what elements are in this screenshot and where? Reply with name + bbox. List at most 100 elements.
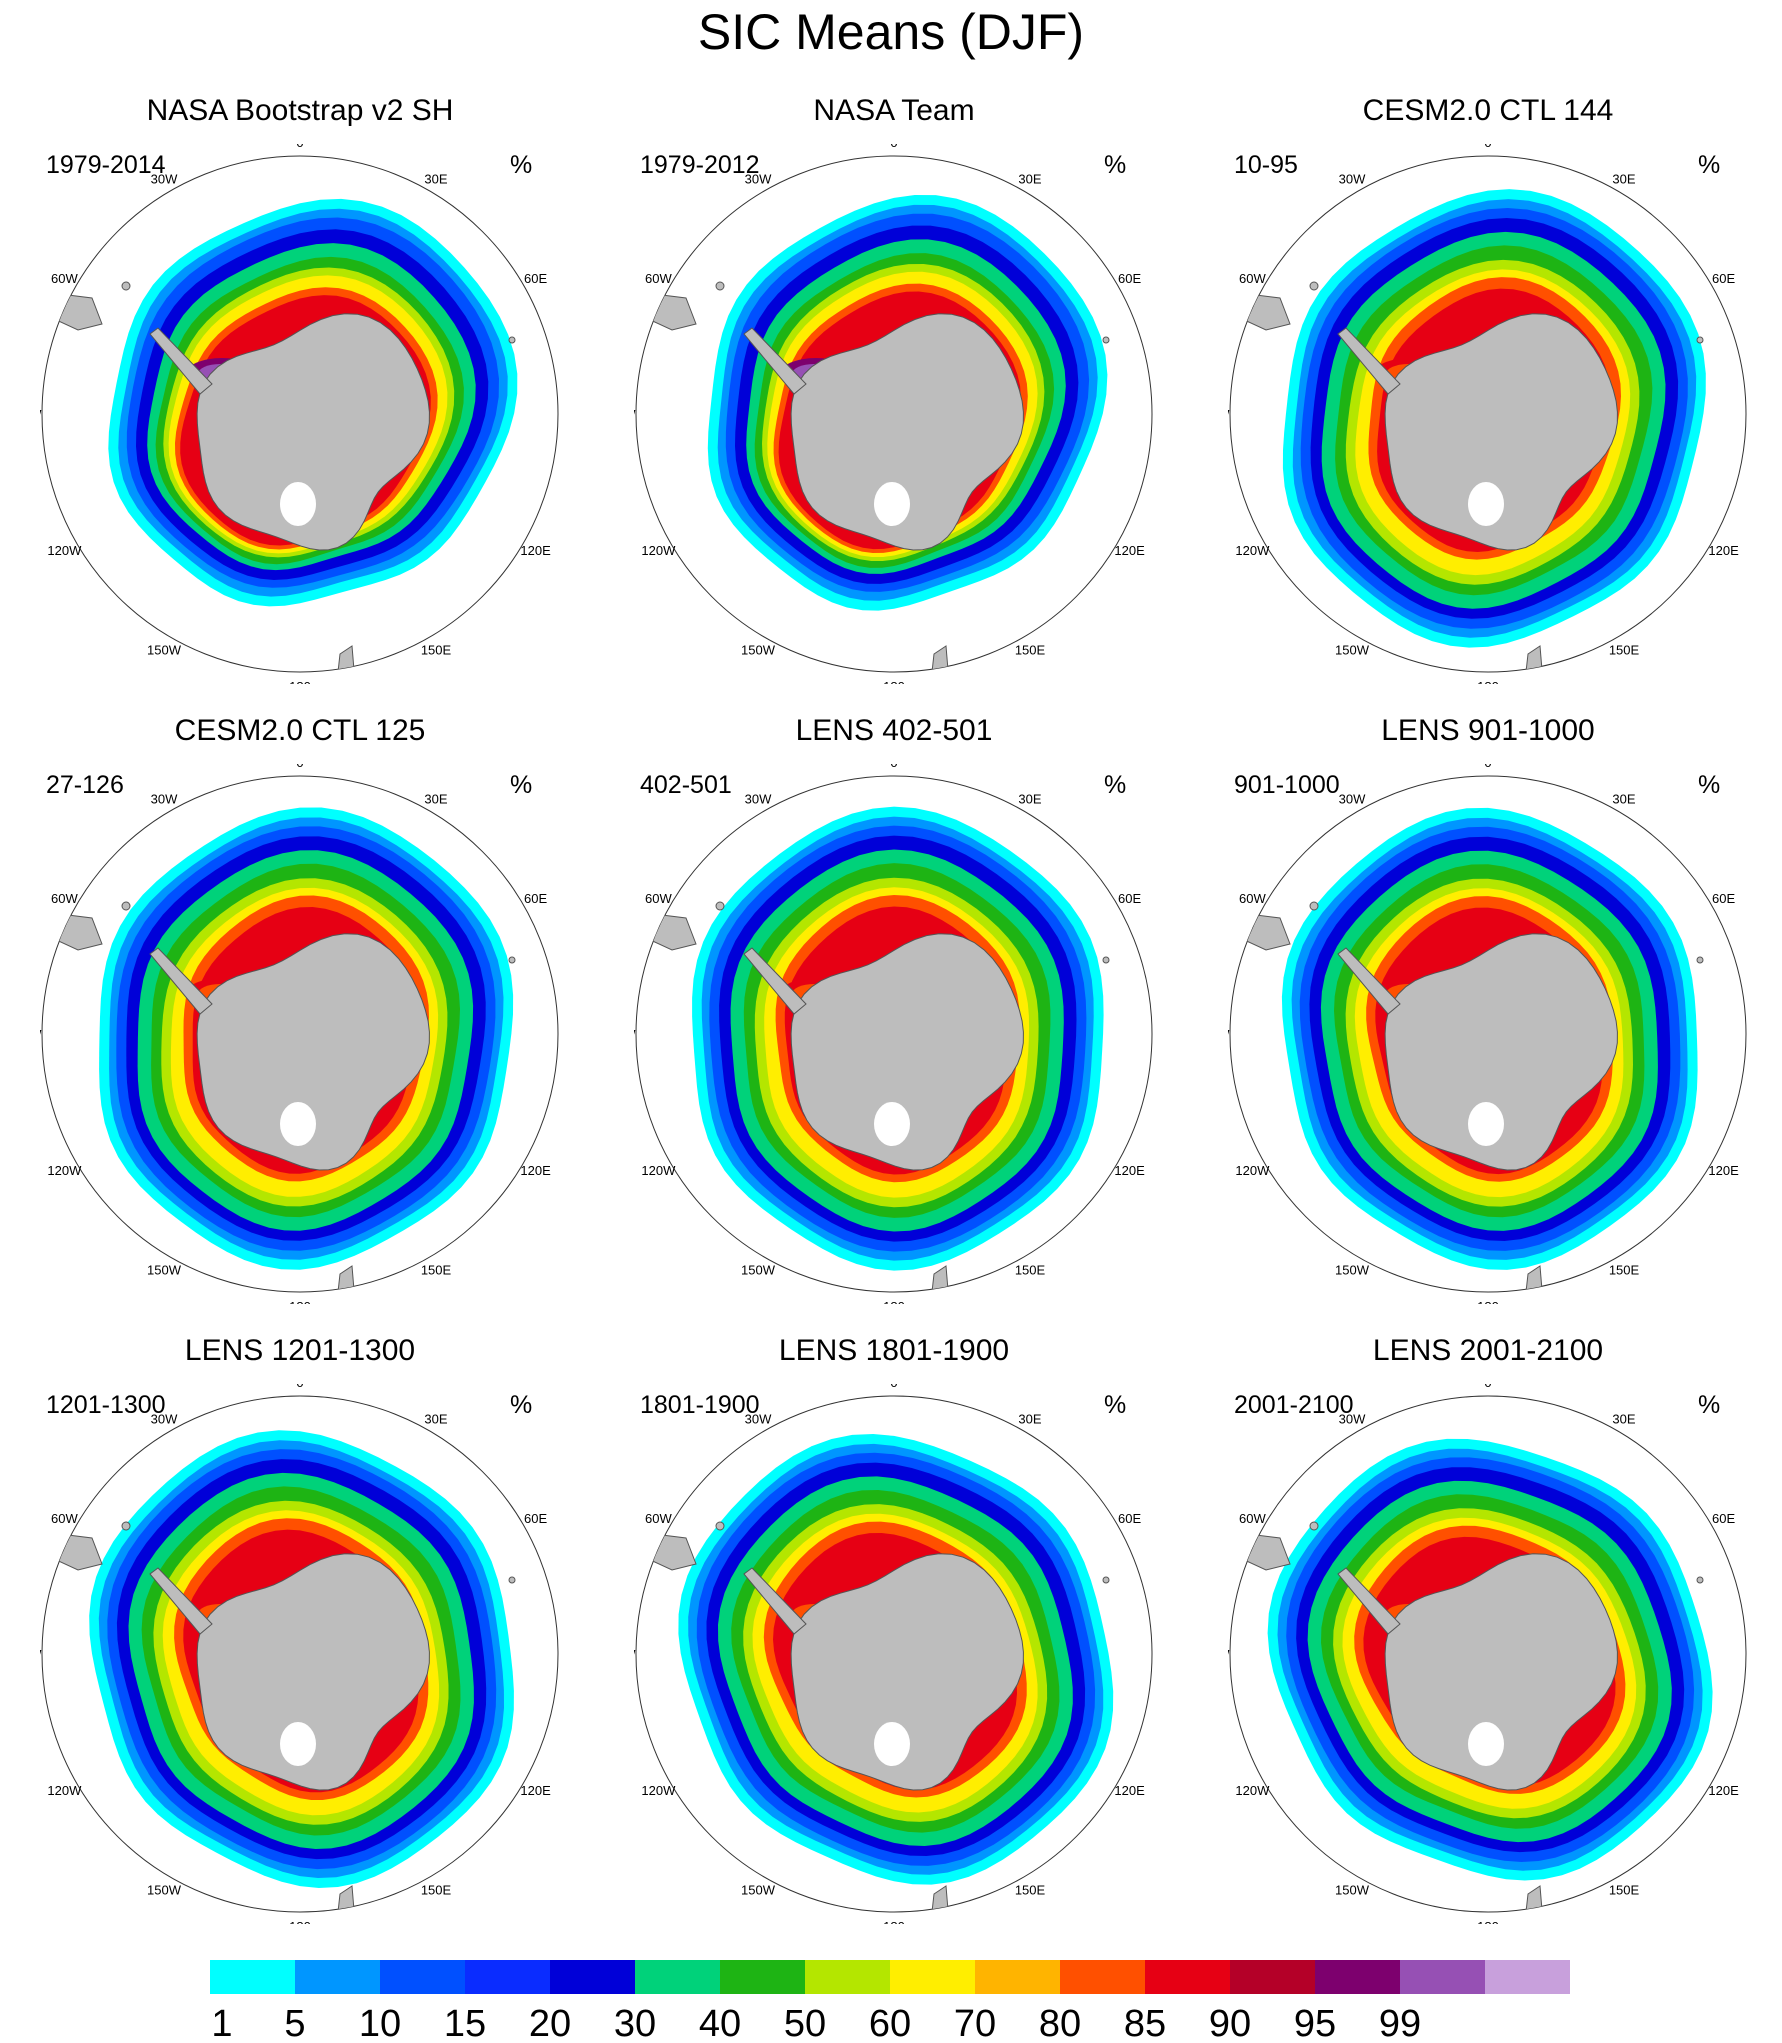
ross-ice-shelf bbox=[280, 1722, 316, 1766]
polar-stereographic-map: 030E60E90E120E150E180150W120W90W60W30W bbox=[40, 144, 559, 684]
ross-ice-shelf bbox=[280, 1102, 316, 1146]
longitude-label: 150W bbox=[741, 1263, 776, 1278]
panel-period: 1201-1300 bbox=[46, 1391, 166, 1419]
colorbar-tick-label: 5 bbox=[284, 2003, 305, 2040]
longitude-label: 0 bbox=[890, 1384, 897, 1390]
panel-title: CESM2.0 CTL 144 bbox=[1362, 94, 1614, 127]
longitude-label: 90W bbox=[1228, 1647, 1230, 1662]
longitude-label: 30W bbox=[151, 1411, 178, 1426]
island bbox=[508, 956, 516, 964]
longitude-label: 0 bbox=[1484, 144, 1491, 150]
polar-stereographic-map: 030E60E90E120E150E180150W120W90W60W30W bbox=[40, 764, 559, 1304]
colorbar-tick-label: 99 bbox=[1379, 2003, 1421, 2040]
panel-period: 1801-1900 bbox=[640, 1391, 760, 1419]
panel-title: NASA Bootstrap v2 SH bbox=[146, 94, 454, 127]
colorbar-swatch bbox=[1315, 1960, 1400, 1994]
longitude-label: 150W bbox=[741, 643, 776, 658]
sea-ice-field bbox=[1239, 807, 1704, 1292]
longitude-label: 90W bbox=[40, 1027, 42, 1042]
colorbar-swatch bbox=[1060, 1960, 1145, 1994]
ross-ice-shelf bbox=[1468, 1102, 1504, 1146]
sea-ice-field bbox=[645, 195, 1110, 672]
colorbar-swatch bbox=[1145, 1960, 1230, 1994]
panel-title: LENS 2001-2100 bbox=[1372, 1334, 1604, 1367]
colorbar-tick-label: 1 bbox=[211, 2003, 232, 2040]
longitude-label: 30W bbox=[1339, 171, 1366, 186]
island bbox=[508, 1576, 516, 1584]
longitude-label: 90W bbox=[40, 1647, 42, 1662]
longitude-label: 60E bbox=[524, 271, 547, 286]
longitude-label: 120E bbox=[1708, 1163, 1739, 1178]
longitude-label: 180 bbox=[883, 1299, 905, 1304]
colorbar-swatch bbox=[380, 1960, 465, 1994]
colorbar-swatch bbox=[720, 1960, 805, 1994]
map-panel: CESM2.0 CTL 12527-126%030E60E90E120E150E… bbox=[0, 620, 594, 1304]
longitude-label: 60E bbox=[1712, 271, 1735, 286]
longitude-label: 120E bbox=[1114, 1163, 1145, 1178]
island bbox=[715, 281, 725, 291]
longitude-label: 150W bbox=[741, 1883, 776, 1898]
longitude-label: 0 bbox=[890, 764, 897, 770]
longitude-label: 60E bbox=[1118, 891, 1141, 906]
sea-ice-field bbox=[645, 1434, 1114, 1912]
longitude-label: 30W bbox=[151, 171, 178, 186]
map-panel: NASA Bootstrap v2 SH1979-2014%030E60E90E… bbox=[0, 0, 594, 684]
island bbox=[1696, 1576, 1704, 1584]
antarctic-peninsula bbox=[149, 327, 213, 395]
colorbar-swatch bbox=[550, 1960, 635, 1994]
panel-title: LENS 402-501 bbox=[795, 714, 993, 747]
longitude-label: 30E bbox=[1612, 171, 1635, 186]
ross-ice-shelf bbox=[1468, 1722, 1504, 1766]
sea-ice-field bbox=[51, 198, 518, 672]
panel-title: LENS 901-1000 bbox=[1381, 714, 1595, 747]
longitude-label: 30W bbox=[151, 791, 178, 806]
colorbar-swatch bbox=[1230, 1960, 1315, 1994]
panel-title: NASA Team bbox=[813, 94, 975, 127]
panel-period: 1979-2012 bbox=[640, 151, 760, 179]
polar-stereographic-map: 030E60E90E120E150E180150W120W90W60W30W bbox=[1228, 144, 1747, 684]
colorbar-tick-label: 90 bbox=[1209, 2003, 1251, 2040]
antarctic-peninsula bbox=[1337, 1567, 1401, 1635]
longitude-label: 180 bbox=[883, 679, 905, 684]
longitude-label: 30E bbox=[1018, 1411, 1041, 1426]
longitude-label: 120E bbox=[520, 1783, 551, 1798]
colorbar-tick-label: 40 bbox=[699, 2003, 741, 2040]
antarctic-peninsula bbox=[149, 947, 213, 1015]
longitude-label: 30E bbox=[1612, 1411, 1635, 1426]
colorbar-swatch bbox=[1400, 1960, 1485, 1994]
longitude-label: 120E bbox=[520, 1163, 551, 1178]
polar-stereographic-map: 030E60E90E120E150E180150W120W90W60W30W bbox=[634, 1384, 1153, 1924]
panel-unit: % bbox=[510, 771, 533, 799]
sea-ice-field bbox=[51, 1430, 516, 1912]
longitude-label: 150E bbox=[421, 1263, 452, 1278]
panel-period: 2001-2100 bbox=[1234, 1391, 1354, 1419]
longitude-label: 60E bbox=[1712, 891, 1735, 906]
longitude-label: 150W bbox=[147, 1883, 182, 1898]
island bbox=[715, 1521, 725, 1531]
longitude-label: 150E bbox=[1609, 643, 1640, 658]
longitude-label: 60W bbox=[1239, 1511, 1266, 1526]
longitude-label: 30E bbox=[424, 171, 447, 186]
colorbar-tick-label: 10 bbox=[359, 2003, 401, 2040]
longitude-label: 60W bbox=[645, 1511, 672, 1526]
island bbox=[508, 336, 516, 344]
longitude-label: 180 bbox=[1477, 1919, 1499, 1924]
longitude-label: 120W bbox=[641, 1163, 676, 1178]
colorbar-swatch bbox=[295, 1960, 380, 1994]
longitude-label: 150W bbox=[147, 1263, 182, 1278]
colorbar-tick-label: 15 bbox=[444, 2003, 486, 2040]
colorbar-tick-label: 30 bbox=[614, 2003, 656, 2040]
longitude-label: 150W bbox=[147, 643, 182, 658]
polar-stereographic-map: 030E60E90E120E150E180150W120W90W60W30W bbox=[1228, 764, 1747, 1304]
longitude-label: 150E bbox=[1609, 1263, 1640, 1278]
longitude-label: 30W bbox=[745, 791, 772, 806]
longitude-label: 120W bbox=[47, 543, 82, 558]
ross-ice-shelf bbox=[280, 482, 316, 526]
longitude-label: 120W bbox=[1235, 543, 1270, 558]
longitude-label: 120W bbox=[641, 543, 676, 558]
longitude-label: 60W bbox=[1239, 271, 1266, 286]
longitude-label: 150W bbox=[1335, 1883, 1370, 1898]
longitude-label: 60E bbox=[1118, 271, 1141, 286]
panel-title: LENS 1201-1300 bbox=[184, 1334, 416, 1367]
figure-title: SIC Means (DJF) bbox=[697, 4, 1085, 60]
